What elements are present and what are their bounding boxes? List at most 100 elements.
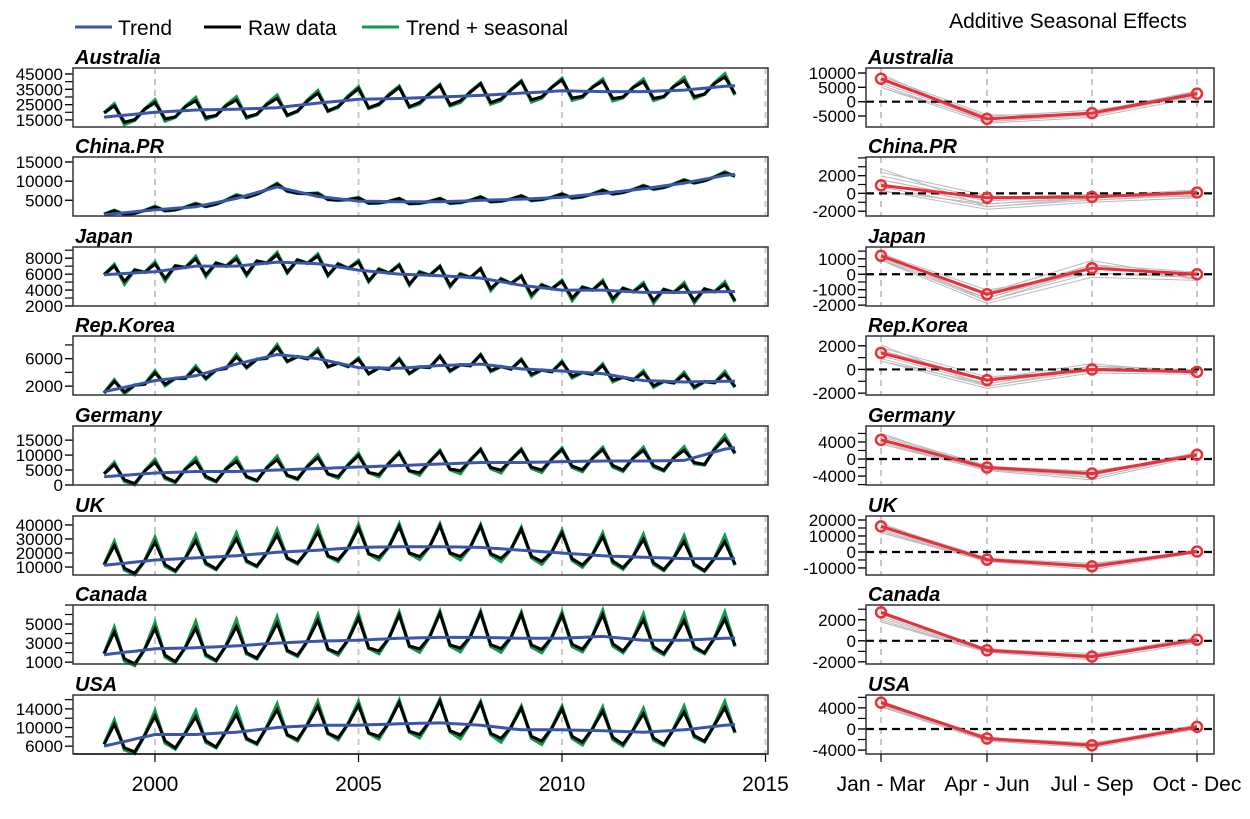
y-tick-label: 0: [847, 632, 856, 651]
y-tick-label: 4000: [818, 433, 856, 452]
y-tick-label: -10000: [803, 559, 856, 578]
y-tick-label: 14000: [16, 700, 63, 719]
panel-frame: [72, 246, 769, 307]
effect-point: [1190, 448, 1204, 462]
effect-point: [1085, 106, 1099, 120]
y-tick-label: 0: [847, 184, 856, 203]
effect-point: [1190, 268, 1204, 281]
mean-effect-line: [880, 701, 1198, 747]
panel-title: Canada: [75, 584, 147, 606]
panel-title: Rep.Korea: [868, 315, 968, 337]
effect-point: [1085, 363, 1099, 376]
y-tick-label: 6000: [25, 350, 63, 369]
series-trend-seasonal: [102, 249, 737, 307]
y-tick-label: 20000: [16, 544, 63, 563]
mean-effect-line: [880, 77, 1198, 121]
x-axis-quarters: Jan - Mar Apr - Jun Jul - Sep Oct - Dec: [837, 754, 1242, 796]
y-tick-label: 10000: [16, 172, 63, 191]
panel-title: USA: [868, 674, 910, 696]
y-tick-label: 1000: [818, 250, 856, 269]
y-tick-label: 10000: [809, 527, 856, 546]
mean-effect-line: [880, 254, 1198, 296]
effect-point: [1085, 560, 1099, 573]
effect-point: [874, 520, 888, 533]
panel-frame: [865, 425, 1215, 486]
yearly-effect-line: [880, 186, 1198, 208]
effect-point: [980, 112, 994, 126]
y-tick-label: -2000: [813, 296, 856, 315]
panel-title: USA: [75, 674, 117, 696]
y-tick-label: 3000: [25, 634, 63, 653]
legend: Trend Raw data Trend + seasonal: [75, 17, 568, 40]
panel-frame: [865, 335, 1215, 396]
panel-frame: [865, 156, 1215, 217]
mean-effect-line: [880, 183, 1198, 200]
panel-title: Australia: [867, 47, 954, 69]
x-tick-label: 2015: [742, 773, 789, 796]
series-trend: [103, 352, 736, 394]
y-tick-label: 15000: [16, 431, 63, 450]
legend-label-trend-seasonal: Trend + seasonal: [406, 17, 568, 40]
panel-title: Rep.Korea: [75, 315, 175, 337]
effect-point: [980, 461, 994, 474]
series-raw-data: [102, 697, 737, 754]
panel-title: Canada: [868, 584, 940, 606]
x-tick-label: 2000: [132, 773, 179, 796]
y-tick-label: 0: [847, 720, 856, 739]
y-tick-label: 1000: [25, 653, 63, 672]
x-tick-label: Oct - Dec: [1153, 773, 1242, 796]
y-tick-label: 2000: [25, 377, 63, 396]
y-tick-label: 35000: [16, 80, 63, 99]
y-tick-label: 2000: [25, 297, 63, 316]
yearly-effect-line: [880, 621, 1198, 661]
panel-frame: [865, 515, 1215, 576]
y-tick-label: 5000: [25, 615, 63, 634]
y-tick-label: -1000: [813, 281, 856, 300]
series-raw-data: [102, 521, 737, 576]
y-tick-label: -5000: [813, 107, 856, 126]
y-tick-label: 6000: [25, 737, 63, 756]
mean-effect-line: [880, 610, 1198, 659]
effect-point: [980, 373, 994, 387]
x-tick-label: 2005: [335, 773, 382, 796]
effect-point: [874, 179, 888, 192]
effect-point: [1190, 720, 1204, 734]
y-tick-label: 2000: [818, 337, 856, 356]
yearly-effect-line: [880, 706, 1198, 749]
mean-effect-line: [880, 438, 1198, 476]
y-tick-label: 10000: [16, 446, 63, 465]
y-tick-label: 10000: [16, 558, 63, 577]
yearly-effect-line: [880, 86, 1198, 124]
series-trend: [103, 545, 735, 567]
panel-frame: [72, 335, 769, 396]
effect-point: [1085, 467, 1099, 480]
panel-title: Germany: [75, 405, 163, 427]
effect-point: [874, 696, 888, 709]
effect-point: [980, 288, 994, 301]
panel-title: Germany: [868, 405, 956, 427]
panel-frame: [865, 67, 1215, 128]
y-tick-label: 0: [847, 543, 856, 562]
y-tick-label: 10000: [16, 719, 63, 738]
panel-frame: [72, 67, 769, 128]
effect-point: [874, 249, 888, 263]
y-tick-label: 10000: [809, 64, 856, 83]
y-tick-label: 8000: [25, 249, 63, 268]
y-tick-label: 5000: [818, 78, 856, 97]
y-tick-label: 2000: [818, 611, 856, 630]
x-tick-label: Apr - Jun: [944, 773, 1029, 796]
panel-title: China.PR: [868, 136, 957, 158]
panel-frame: [865, 694, 1215, 755]
yearly-effect-line: [880, 358, 1198, 387]
y-tick-label: 5000: [25, 461, 63, 480]
effect-point: [1085, 650, 1099, 663]
